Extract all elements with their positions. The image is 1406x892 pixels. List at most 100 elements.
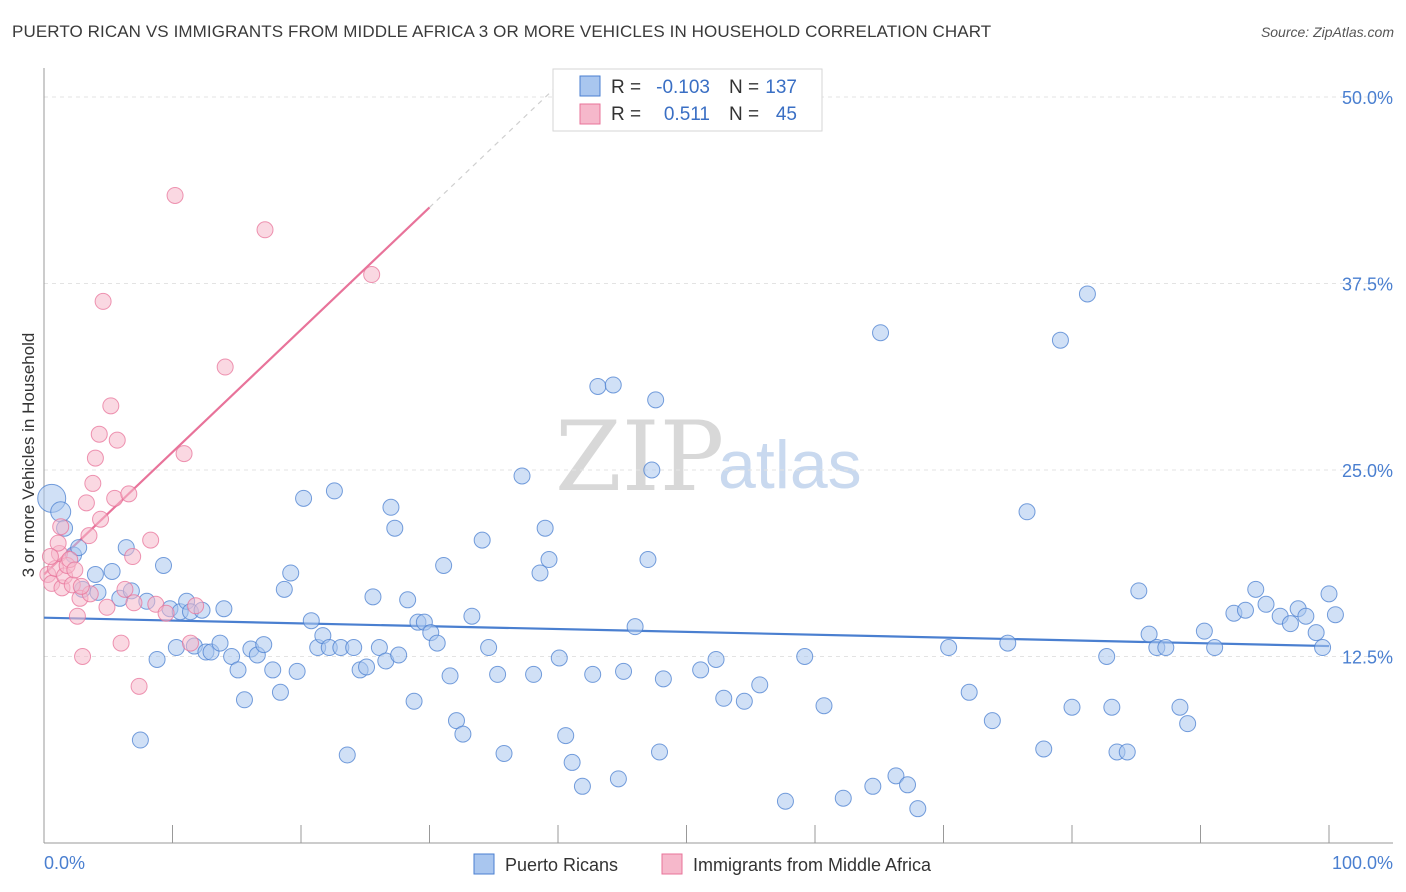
point-puerto-rican [428, 634, 446, 652]
x-tick-labels: 0.0% 100.0% [44, 853, 1393, 873]
point-puerto-rican [441, 667, 459, 685]
point-puerto-rican [405, 692, 423, 710]
point-middle-africa [142, 531, 160, 549]
legend-r-label: R = [611, 104, 641, 125]
x-tick-label: 100.0% [1332, 853, 1393, 873]
point-middle-africa [90, 425, 108, 443]
point-puerto-rican [264, 661, 282, 679]
legend-swatch-middle-africa [661, 853, 683, 875]
point-puerto-rican [1118, 743, 1136, 761]
point-puerto-rican [872, 324, 890, 342]
point-middle-africa [86, 449, 104, 467]
point-puerto-rican [1130, 582, 1148, 600]
y-tick-label: 25.0% [1342, 461, 1393, 481]
point-puerto-rican [473, 531, 491, 549]
point-puerto-rican [86, 565, 104, 583]
point-puerto-rican [563, 753, 581, 771]
point-middle-africa [130, 677, 148, 695]
point-puerto-rican [999, 634, 1017, 652]
legend-label-puerto-ricans: Puerto Ricans [505, 855, 618, 875]
point-puerto-rican [155, 556, 173, 574]
point-puerto-rican [229, 661, 247, 679]
point-puerto-rican [776, 792, 794, 810]
correlation-legend: R = -0.103 N = 137 R = 0.511 N = 45 [552, 68, 823, 132]
point-puerto-rican [834, 789, 852, 807]
point-middle-africa [124, 548, 142, 566]
watermark-zip: ZIP [555, 401, 724, 513]
legend-n-value: 45 [776, 104, 797, 125]
legend-label-middle-africa: Immigrants from Middle Africa [693, 855, 932, 875]
grid [44, 96, 1393, 657]
trend-line-middle-africa [43, 206, 431, 576]
point-puerto-rican [390, 646, 408, 664]
point-puerto-rican [275, 580, 293, 598]
point-middle-africa [363, 266, 381, 284]
point-puerto-rican [435, 556, 453, 574]
point-puerto-rican [167, 639, 185, 657]
point-puerto-rican [960, 683, 978, 701]
point-puerto-rican [540, 551, 558, 569]
point-puerto-rican [235, 691, 253, 709]
point-puerto-rican [940, 639, 958, 657]
point-puerto-rican [255, 636, 273, 654]
point-puerto-rican [1063, 698, 1081, 716]
point-puerto-rican [131, 731, 149, 749]
point-middle-africa [125, 594, 143, 612]
point-middle-africa [80, 527, 98, 545]
point-puerto-rican [454, 725, 472, 743]
point-puerto-rican [815, 697, 833, 715]
point-middle-africa [52, 518, 70, 536]
point-puerto-rican [1326, 606, 1344, 624]
y-tick-labels: 12.5% 25.0% 37.5% 50.0% [1342, 88, 1393, 668]
point-puerto-rican [1307, 624, 1325, 642]
point-puerto-rican [103, 562, 121, 580]
point-middle-africa [72, 577, 90, 595]
point-puerto-rican [651, 743, 669, 761]
point-puerto-rican [589, 377, 607, 395]
point-middle-africa [41, 548, 59, 566]
point-middle-africa [84, 474, 102, 492]
y-tick-label: 37.5% [1342, 275, 1393, 295]
point-puerto-rican [338, 746, 356, 764]
point-puerto-rican [364, 588, 382, 606]
watermark: ZIP atlas [555, 401, 862, 513]
point-puerto-rican [584, 665, 602, 683]
point-middle-africa [157, 604, 175, 622]
point-puerto-rican [1018, 503, 1036, 521]
point-puerto-rican [1078, 285, 1096, 303]
point-puerto-rican [525, 665, 543, 683]
point-puerto-rican [1247, 580, 1265, 598]
point-puerto-rican [536, 519, 554, 537]
point-middle-africa [66, 561, 84, 579]
y-tick-label: 12.5% [1342, 648, 1393, 668]
legend-r-value: 0.511 [664, 104, 710, 125]
point-puerto-rican [399, 591, 417, 609]
point-puerto-rican [215, 600, 233, 618]
y-tick-label: 50.0% [1342, 88, 1393, 108]
y-axis-label: 3 or more Vehicles in Household [19, 333, 38, 578]
point-middle-africa [108, 431, 126, 449]
point-middle-africa [68, 607, 86, 625]
point-puerto-rican [1236, 601, 1254, 619]
legend-n-value: 137 [765, 77, 797, 98]
point-middle-africa [92, 510, 110, 528]
point-middle-africa [256, 221, 274, 239]
point-middle-africa [74, 648, 92, 665]
trend-line-puerto-ricans [43, 616, 1330, 648]
point-puerto-rican [1098, 648, 1116, 665]
point-puerto-rican [288, 662, 306, 680]
point-puerto-rican [295, 489, 313, 507]
point-middle-africa [216, 358, 234, 376]
point-middle-africa [181, 634, 199, 652]
watermark-atlas: atlas [718, 427, 862, 503]
legend-swatch-blue [579, 75, 601, 97]
point-puerto-rican [345, 639, 363, 657]
point-puerto-rican [1157, 639, 1175, 657]
point-middle-africa [77, 494, 95, 512]
point-puerto-rican [615, 662, 633, 680]
point-puerto-rican [531, 564, 549, 582]
point-puerto-rican [654, 670, 672, 688]
point-puerto-rican [495, 744, 513, 762]
chart-title: PUERTO RICAN VS IMMIGRANTS FROM MIDDLE A… [12, 22, 992, 41]
